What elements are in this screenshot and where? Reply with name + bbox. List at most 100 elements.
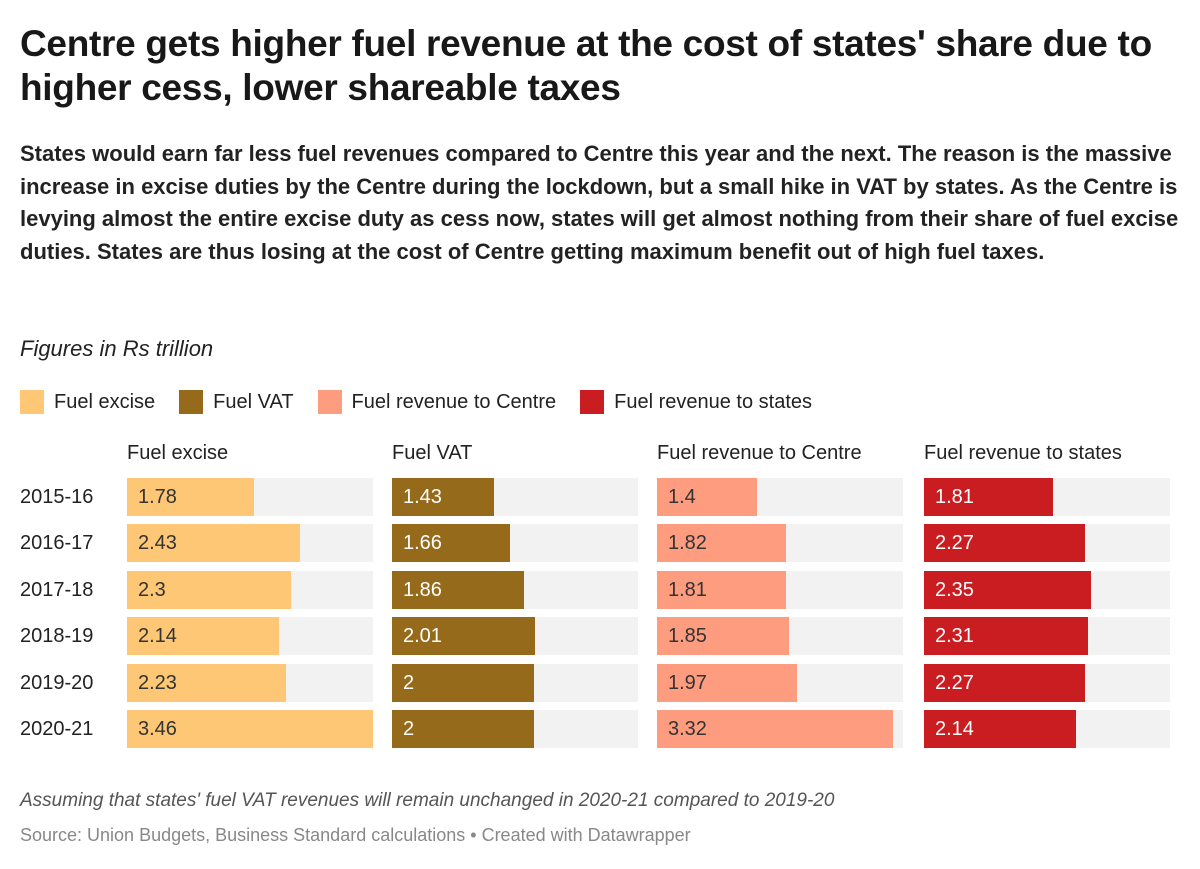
bar [392, 524, 511, 562]
data-label: 2.31 [935, 625, 974, 647]
row-label: 2017-18 [20, 579, 94, 601]
chart-title: Centre gets higher fuel revenue at the c… [20, 23, 1152, 108]
bar-track: 1.81 [657, 571, 903, 609]
data-label: 2.14 [935, 718, 974, 740]
bar [924, 478, 1053, 516]
data-label: 1.85 [668, 625, 707, 647]
data-label: 2 [403, 718, 415, 740]
bar [127, 617, 280, 655]
bar-track: 3.32 [657, 710, 903, 748]
panel-title: Fuel revenue to Centre [657, 442, 862, 464]
bar-track: 1.78 [127, 478, 373, 516]
row-label: 2016-17 [20, 532, 94, 554]
data-label: 1.86 [403, 579, 442, 601]
bar [392, 617, 535, 655]
source-line: Source: Union Budgets, Business Standard… [20, 825, 691, 845]
data-label: 1.81 [935, 486, 974, 508]
row-label: 2015-16 [20, 486, 94, 508]
bar [392, 478, 494, 516]
bar-track: 2.14 [924, 710, 1170, 748]
data-label: 1.78 [138, 486, 177, 508]
legend-swatch [317, 390, 342, 414]
legend-swatch [20, 390, 44, 414]
chart-subtitle: States would earn far less fuel revenues… [20, 141, 1179, 264]
data-label: 2.27 [935, 532, 974, 554]
panel-title: Fuel excise [127, 442, 229, 464]
bar [392, 710, 535, 748]
bar-track: 2.23 [127, 664, 373, 702]
legend-label: Fuel VAT [213, 390, 294, 413]
legend: Fuel excise Fuel VAT Fuel revenue to Centr… [20, 390, 836, 414]
bar [392, 664, 535, 702]
legend-label: Fuel excise [54, 390, 156, 413]
bar [127, 524, 300, 562]
bar [657, 617, 789, 655]
bar-track: 2.01 [392, 617, 638, 655]
legend-swatch [580, 390, 605, 414]
bar-track: 2.31 [924, 617, 1170, 655]
bar-track: 2 [392, 710, 638, 748]
bar [924, 524, 1086, 562]
bar [657, 524, 787, 562]
data-label: 2.35 [935, 579, 974, 601]
bar-track: 2.14 [127, 617, 373, 655]
bar [657, 710, 894, 748]
bar [924, 710, 1077, 748]
data-label: 1.97 [668, 672, 707, 694]
bar-track: 2.27 [924, 524, 1170, 562]
bar-track: 1.81 [924, 478, 1170, 516]
bar-track: 2 [392, 664, 638, 702]
bar-track: 2.43 [127, 524, 373, 562]
panel-title: Fuel revenue to states [924, 442, 1122, 464]
data-label: 1.43 [403, 486, 442, 508]
bar [127, 478, 254, 516]
data-label: 1.4 [668, 486, 696, 508]
data-label: 2.01 [403, 625, 442, 647]
bar-track: 1.86 [392, 571, 638, 609]
data-label: 1.82 [668, 532, 707, 554]
legend-item: Fuel revenue to states [580, 390, 812, 414]
data-label: 2.23 [138, 672, 177, 694]
bar-track: 3.46 [127, 710, 373, 748]
data-label: 2.27 [935, 672, 974, 694]
bar [392, 571, 525, 609]
bar [127, 571, 291, 609]
data-label: 2 [403, 672, 415, 694]
legend-item: Fuel VAT [179, 390, 294, 414]
bar [924, 617, 1089, 655]
data-label: 2.3 [138, 579, 166, 601]
legend-label: Fuel revenue to states [614, 390, 812, 413]
row-label: 2020-21 [20, 718, 94, 740]
legend-swatch [179, 390, 204, 414]
data-label: 3.32 [668, 718, 707, 740]
bar [657, 571, 786, 609]
data-label: 2.43 [138, 532, 177, 554]
bar-track: 1.85 [657, 617, 903, 655]
bar-track: 2.3 [127, 571, 373, 609]
panel-title: Fuel VAT [392, 442, 473, 464]
bar [127, 710, 373, 748]
bar [924, 664, 1086, 702]
data-label: 1.81 [668, 579, 707, 601]
unit-note: Figures in Rs trillion [20, 336, 214, 361]
bar-track: 2.35 [924, 571, 1170, 609]
data-label: 2.14 [138, 625, 177, 647]
bar [127, 664, 286, 702]
data-label: 1.66 [403, 532, 442, 554]
legend-item: Fuel revenue to Centre [317, 390, 557, 414]
bar-track: 1.4 [657, 478, 903, 516]
bar-track: 1.43 [392, 478, 638, 516]
row-label: 2019-20 [20, 672, 94, 694]
bar-track: 1.82 [657, 524, 903, 562]
data-label: 3.46 [138, 718, 177, 740]
bar [657, 664, 798, 702]
footnote: Assuming that states' fuel VAT revenues … [20, 790, 835, 811]
bar [657, 478, 757, 516]
legend-item: Fuel excise [20, 390, 155, 414]
row-label: 2018-19 [20, 625, 94, 647]
bar [924, 571, 1092, 609]
bar-track: 2.27 [924, 664, 1170, 702]
bar-track: 1.97 [657, 664, 903, 702]
bar-track: 1.66 [392, 524, 638, 562]
legend-label: Fuel revenue to Centre [351, 390, 557, 413]
